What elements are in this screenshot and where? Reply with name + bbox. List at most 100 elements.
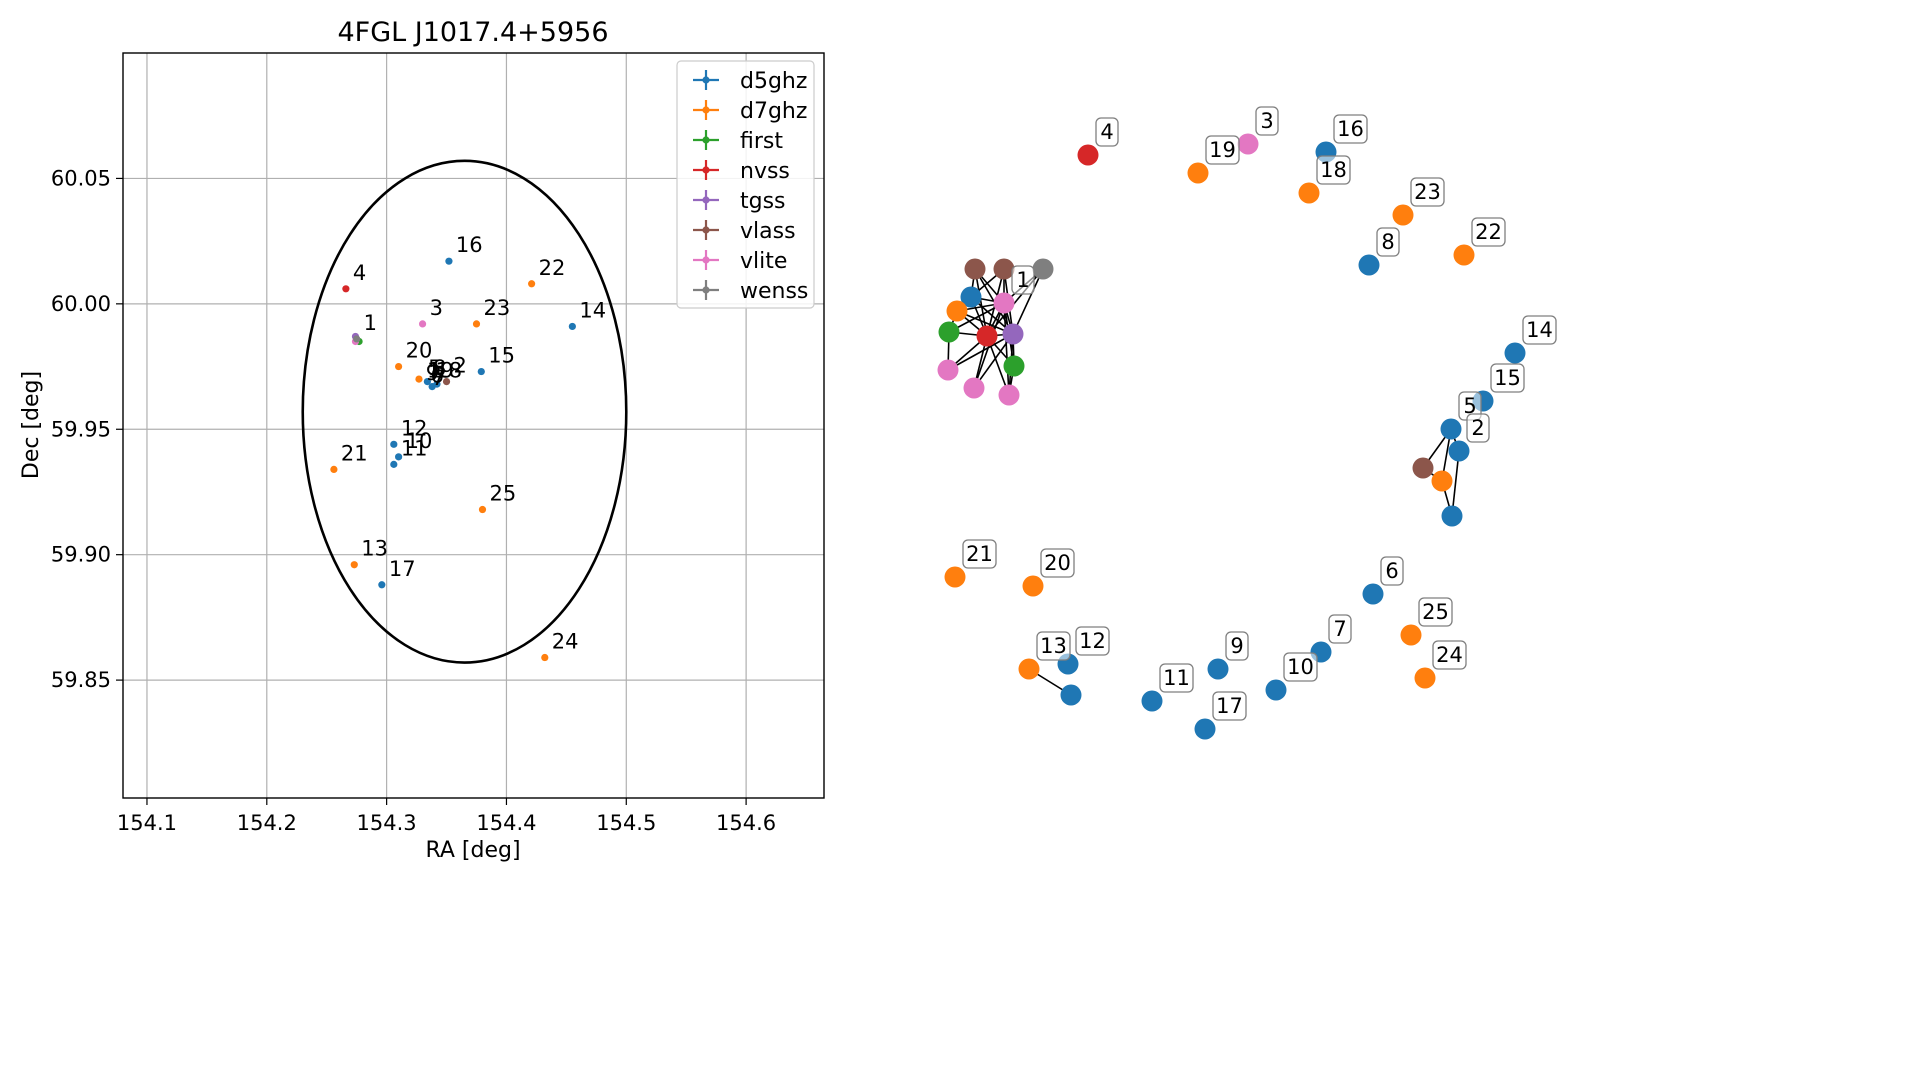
network-node [1362, 583, 1384, 605]
point-d5ghz [477, 367, 485, 376]
point-d7ghz [350, 561, 358, 569]
node-label: 24 [1436, 643, 1463, 667]
node-label: 20 [1044, 551, 1071, 575]
point-label: 10 [406, 429, 433, 453]
network-node [1298, 182, 1320, 204]
network-node [1448, 440, 1470, 462]
legend-entry: d7ghz [740, 99, 807, 124]
network-node [998, 384, 1020, 406]
y-tick-label: 60.00 [51, 292, 111, 316]
point-nvss [342, 285, 350, 293]
point-label: 14 [579, 298, 606, 322]
network-node [1453, 244, 1475, 266]
point-label: 16 [456, 233, 483, 257]
node-label: 4 [1100, 120, 1113, 144]
node-label: 22 [1475, 220, 1502, 244]
network-edge [1451, 450, 1460, 517]
error-ellipse [301, 159, 628, 664]
network-node [1187, 162, 1209, 184]
point-label: 23 [483, 296, 510, 320]
network-node [1077, 144, 1099, 166]
cluster-label: 7 [432, 366, 445, 390]
legend: d5ghz d7ghz first nvss tgss vlass vlite wenss [676, 60, 815, 309]
y-tick-label: 59.95 [51, 417, 111, 441]
network-node [960, 286, 982, 308]
y-axis-label: Dec [deg] [19, 371, 44, 479]
cluster-label: 6 [431, 364, 444, 388]
legend-marker [702, 226, 710, 234]
legend-entry: d5ghz [740, 69, 807, 94]
point-d5ghz [423, 378, 431, 386]
network-edge [974, 268, 988, 337]
node-label-box [1283, 652, 1318, 682]
point-label: 3 [430, 296, 443, 320]
network-node [1412, 457, 1434, 479]
point-label: 17 [389, 557, 416, 581]
point-label: 11 [401, 436, 428, 460]
node-label-box [1432, 640, 1467, 670]
node-label-box [1036, 631, 1071, 661]
point-d7ghz [330, 465, 338, 473]
network-node [1237, 133, 1259, 155]
network-node [1018, 658, 1040, 680]
node-label-box [1255, 106, 1279, 136]
point-vlass [442, 378, 451, 386]
legend-entry: vlite [740, 249, 787, 274]
point-d5ghz [395, 453, 403, 461]
y-tick-label: 59.85 [51, 668, 111, 692]
point-label: 24 [552, 630, 579, 654]
point-d5ghz [378, 581, 386, 589]
x-tick-label: 154.5 [596, 811, 656, 835]
node-label: 3 [1260, 109, 1273, 133]
network-node [993, 292, 1015, 314]
node-label-box [1466, 413, 1490, 443]
network-node [946, 300, 968, 322]
legend-entry: nvss [740, 159, 790, 184]
point-label: 1 [364, 311, 377, 335]
network-node [1194, 718, 1216, 740]
node-label: 14 [1526, 318, 1553, 342]
node-label: 17 [1216, 694, 1243, 718]
cluster-label: 18 [435, 359, 462, 383]
legend-marker [702, 286, 710, 294]
node-label: 7 [1333, 617, 1346, 641]
legend-marker [702, 256, 710, 264]
node-label-box [1040, 548, 1075, 578]
x-tick-label: 154.1 [117, 811, 177, 835]
x-tick-label: 154.4 [476, 811, 536, 835]
x-tick-label: 154.2 [237, 811, 297, 835]
point-label: 21 [341, 441, 368, 465]
legend-entry: wenss [740, 279, 808, 304]
node-label-box [1471, 217, 1506, 247]
network-node [1141, 690, 1163, 712]
node-label: 6 [1385, 559, 1398, 583]
node-label-box [1490, 363, 1525, 393]
network-node [1400, 624, 1422, 646]
node-label-box [1376, 227, 1400, 257]
network-node [937, 359, 959, 381]
point-wenss [353, 335, 361, 343]
point-d7ghz [415, 375, 423, 383]
legend-marker [702, 196, 710, 204]
legend-marker [702, 106, 710, 114]
node-label: 25 [1422, 600, 1449, 624]
node-label-box [1095, 117, 1119, 147]
network-node [1431, 470, 1453, 492]
node-label: 12 [1079, 629, 1106, 653]
network-node [1002, 323, 1024, 345]
x-tick-label: 154.6 [716, 811, 776, 835]
network-node [993, 258, 1015, 280]
x-axis-label: RA [deg] [425, 838, 520, 863]
y-tick-label: 60.05 [51, 166, 111, 190]
node-label-box [1522, 315, 1557, 345]
cluster-label: 19 [427, 359, 454, 383]
network-node [1003, 355, 1025, 377]
network-node [1392, 204, 1414, 226]
network-node [964, 258, 986, 280]
point-d5ghz [390, 440, 398, 448]
node-label-box [1205, 135, 1240, 165]
network-edge [1003, 302, 1010, 396]
